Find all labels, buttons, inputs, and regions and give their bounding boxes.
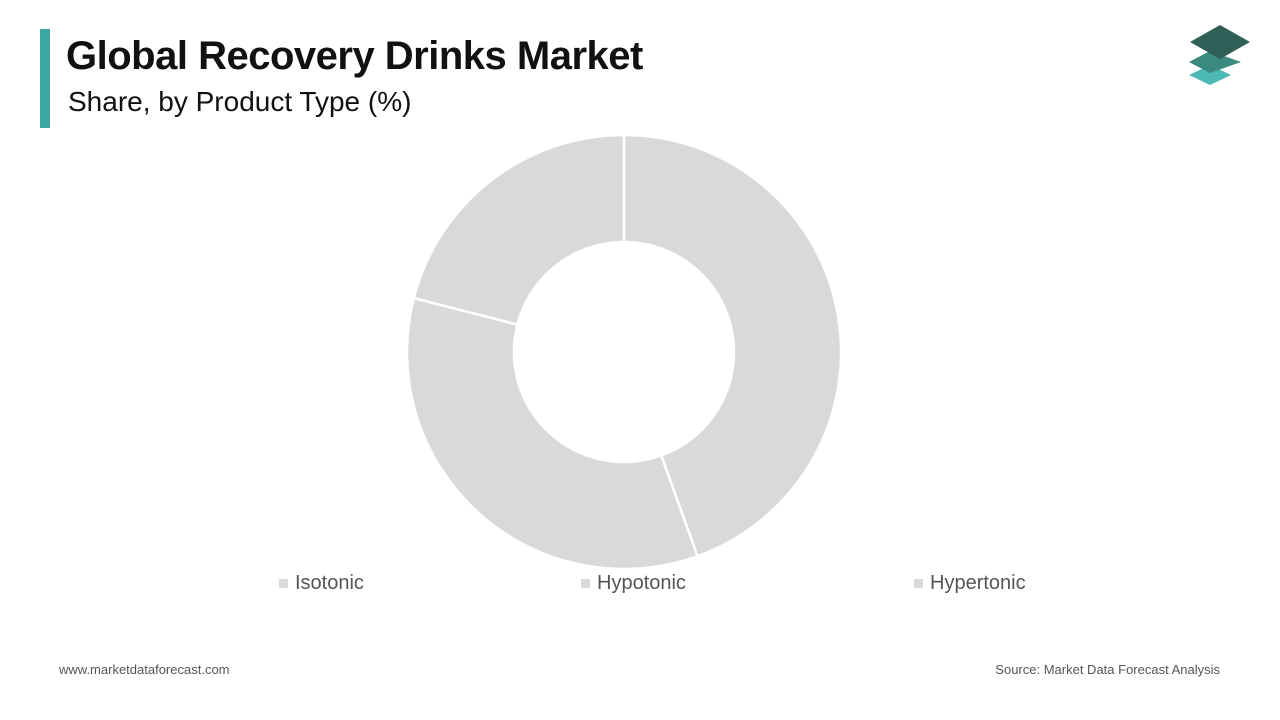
legend-swatch: [914, 578, 923, 588]
legend-label: Isotonic: [295, 571, 364, 594]
donut-slice-hypotonic: [405, 296, 700, 571]
legend-swatch: [581, 578, 590, 588]
chart-title: Global Recovery Drinks Market: [66, 34, 643, 78]
title-accent-bar: [40, 29, 50, 128]
legend-item-hypotonic: Hypotonic: [581, 570, 686, 596]
logo-layer-bottom: [1189, 65, 1231, 85]
donut-slice-hypertonic: [412, 133, 626, 327]
chart-subtitle: Share, by Product Type (%): [68, 86, 412, 117]
legend-label: Hypertonic: [930, 571, 1026, 594]
legend-item-isotonic: Isotonic: [279, 570, 364, 596]
legend-swatch: [279, 578, 288, 588]
donut-slice-isotonic: [622, 133, 843, 558]
logo-layer-top: [1190, 25, 1250, 59]
logo-layer-middle: [1189, 51, 1241, 73]
legend-label: Hypotonic: [597, 571, 686, 594]
donut-slices: [405, 133, 843, 571]
source-footer: Source: Market Data Forecast Analysis: [995, 662, 1220, 677]
stacked-layers-logo-icon: [1189, 25, 1250, 85]
legend-item-hypertonic: Hypertonic: [914, 570, 1026, 596]
website-footer[interactable]: www.marketdataforecast.com: [59, 662, 230, 677]
